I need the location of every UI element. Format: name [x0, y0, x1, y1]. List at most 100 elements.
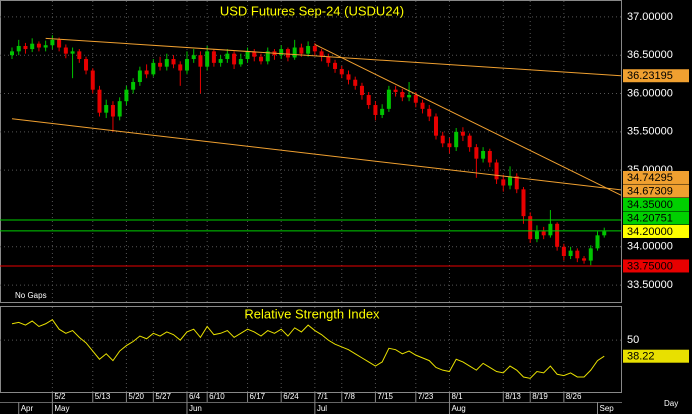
candle-body	[70, 51, 75, 54]
rsi-line	[11, 318, 605, 379]
candle-body	[534, 231, 539, 240]
candle-body	[386, 89, 391, 109]
candle-body	[225, 53, 230, 60]
month-label: Sep	[600, 404, 615, 413]
month-label: Jul	[317, 404, 327, 413]
candle-body	[447, 143, 452, 148]
x-tick-label: 6/10	[209, 392, 225, 401]
month-label: Aug	[451, 404, 465, 413]
candle-body	[339, 68, 344, 75]
chart-title: USD Futures Sep-24 (USDU24)	[220, 3, 404, 18]
candle-body	[501, 179, 506, 186]
candle-body	[575, 250, 580, 259]
candle-body	[460, 131, 465, 136]
candle-body	[30, 43, 35, 50]
candle-body	[467, 135, 472, 148]
price-label: 34.74295	[627, 172, 673, 184]
candle-body	[474, 147, 479, 159]
candle-body	[582, 258, 587, 261]
candle-body	[238, 59, 243, 65]
candle-body	[151, 62, 156, 75]
rsi-label: 38.22	[627, 351, 655, 363]
candle-body	[306, 45, 311, 54]
x-tick-label: 5/2	[54, 392, 66, 401]
price-label-box	[623, 170, 689, 184]
trendline	[11, 118, 622, 191]
candle-body	[359, 85, 364, 96]
candle-body	[353, 79, 358, 86]
price-label: 34.20751	[627, 212, 673, 224]
candle-body	[508, 176, 513, 186]
candle-body	[23, 45, 28, 50]
x-tick-label: 6/24	[283, 392, 299, 401]
candle-body	[595, 235, 600, 249]
x-tick-label: 5/13	[95, 392, 111, 401]
y-tick-label: 50	[627, 334, 639, 346]
candle-body	[50, 39, 55, 46]
candle-body	[124, 89, 129, 102]
candle-body	[528, 216, 533, 240]
x-tick-label: 7/23	[418, 392, 434, 401]
y-tick-label: 35.50000	[627, 126, 673, 138]
candle-body	[84, 59, 89, 71]
x-tick-label: 5/20	[128, 392, 144, 401]
candle-body	[279, 49, 284, 56]
rsi-title: Relative Strength Index	[244, 306, 380, 321]
candle-body	[568, 250, 573, 257]
price-label-box	[623, 197, 689, 211]
candle-body	[191, 55, 196, 60]
x-tick-label: 8/1	[451, 392, 463, 401]
x-tick-label: 7/15	[377, 392, 393, 401]
candle-body	[77, 51, 82, 60]
candle-body	[90, 70, 95, 90]
candle-body	[137, 70, 142, 83]
candle-body	[63, 47, 68, 54]
price-label-box	[623, 211, 689, 225]
x-tick-label: 6/4	[189, 392, 201, 401]
y-tick-label: 34.00000	[627, 241, 673, 253]
candle-body	[393, 89, 398, 92]
candle-body	[487, 151, 492, 163]
x-tick-label: 6/17	[250, 392, 266, 401]
candle-body	[407, 95, 412, 98]
candle-body	[373, 105, 378, 115]
candle-body	[245, 51, 250, 60]
main-panel	[0, 0, 622, 303]
candle-body	[164, 59, 169, 67]
candle-body	[312, 45, 317, 52]
x-tick-label: 7/1	[317, 392, 329, 401]
candle-body	[218, 59, 223, 63]
x-unit: Day	[664, 399, 678, 408]
candle-body	[97, 89, 102, 113]
candle-body	[292, 47, 297, 58]
candle-body	[380, 108, 385, 115]
candle-body	[43, 45, 48, 48]
candle-body	[366, 95, 371, 106]
x-tick-label: 8/19	[532, 392, 548, 401]
candle-body	[588, 248, 593, 261]
candle-body	[16, 45, 21, 52]
candle-body	[427, 108, 432, 117]
candle-body	[104, 105, 109, 113]
candle-body	[299, 47, 304, 54]
candle-body	[400, 91, 405, 98]
candle-body	[265, 51, 270, 62]
month-label: Jun	[189, 404, 202, 413]
candle-body	[548, 223, 553, 236]
candle-body	[259, 56, 264, 62]
candle-body	[144, 70, 149, 75]
candle-body	[198, 55, 203, 67]
gaps-note: No Gaps	[15, 291, 47, 300]
candle-body	[521, 189, 526, 217]
price-label: 34.20000	[627, 226, 673, 238]
candle-body	[117, 101, 122, 117]
candle-body	[561, 246, 566, 257]
rsi-panel	[0, 306, 622, 393]
candle-body	[413, 95, 418, 103]
candle-body	[481, 151, 486, 159]
price-label: 34.67309	[627, 185, 673, 197]
x-tick-label: 7/8	[344, 392, 356, 401]
candle-body	[514, 176, 519, 190]
